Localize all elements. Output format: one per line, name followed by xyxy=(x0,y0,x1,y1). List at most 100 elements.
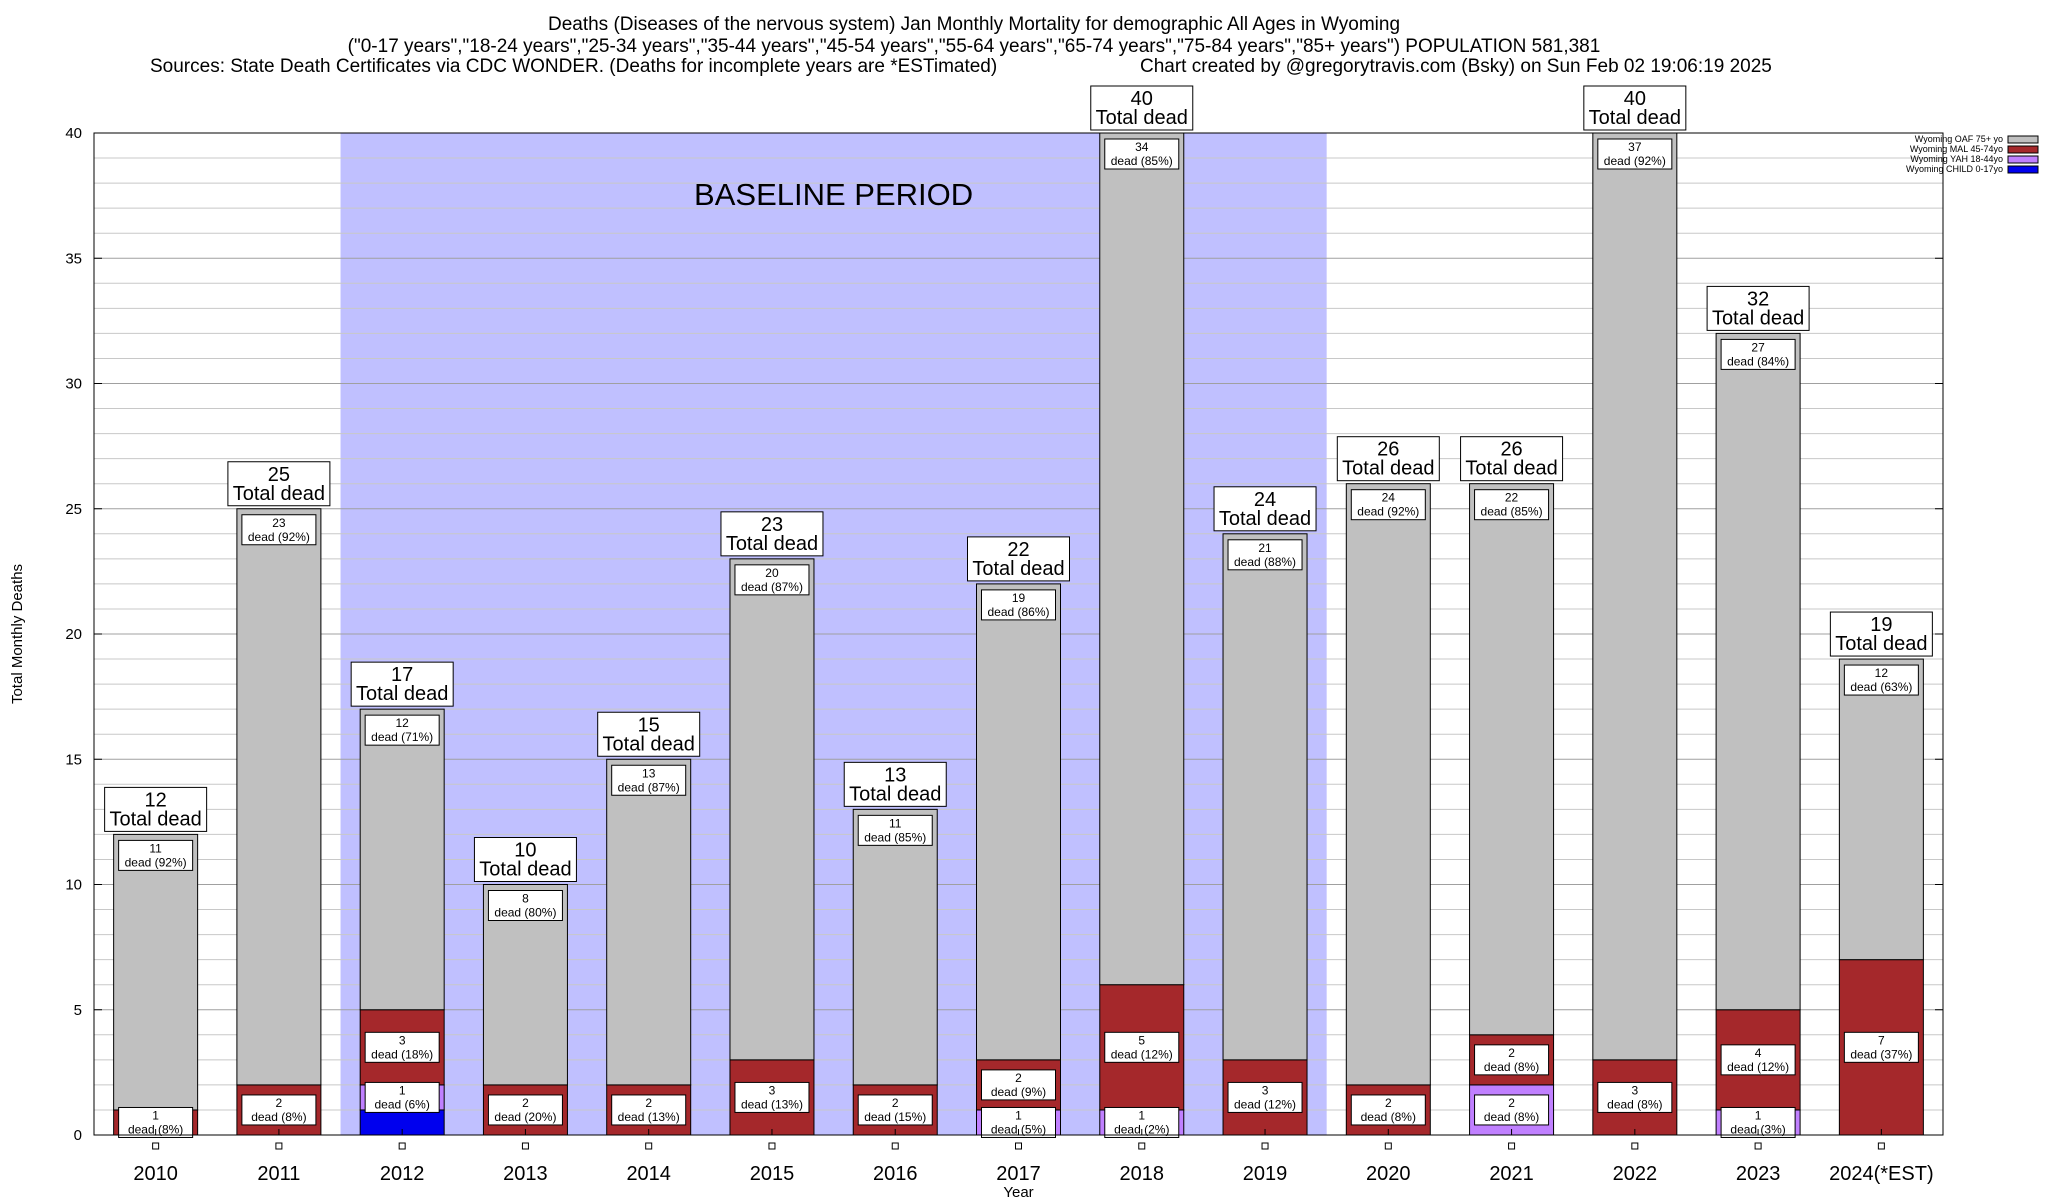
segment-label-box xyxy=(1350,1094,1426,1126)
total-label-box xyxy=(350,661,454,707)
segment-label-box xyxy=(118,839,194,871)
segment-label: 11 xyxy=(889,816,902,830)
segment-label: 7 xyxy=(1878,1033,1885,1047)
base-marker xyxy=(1261,1142,1269,1150)
title-line-2: ("0-17 years","18-24 years","25-34 years… xyxy=(348,36,1601,57)
segment-label-box xyxy=(981,1069,1056,1101)
total-label-box xyxy=(597,711,701,757)
segment-label: dead (8%) xyxy=(1607,1097,1662,1111)
bar-segment xyxy=(359,708,445,1011)
segment-label: 3 xyxy=(1262,1083,1269,1097)
segment-label: dead (37%) xyxy=(1850,1047,1912,1061)
title-line-3-credit: Chart created by @gregorytravis.com (Bsk… xyxy=(1140,56,1772,77)
base-marker xyxy=(645,1142,653,1150)
segment-label-box xyxy=(1843,1031,1919,1063)
segment-label: dead (63%) xyxy=(1850,680,1912,694)
total-label-text: Total dead xyxy=(1096,107,1188,129)
bar-segment xyxy=(606,758,692,1086)
bar-segment xyxy=(1592,132,1678,1061)
total-label-text: Total dead xyxy=(109,808,201,830)
segment-label: 8 xyxy=(522,892,529,906)
x-tick-label: 2014 xyxy=(626,1163,671,1185)
total-label-text: Total dead xyxy=(1712,307,1804,329)
segment-label-box xyxy=(734,1081,810,1113)
segment-label: 3 xyxy=(769,1083,776,1097)
segment-label: 20 xyxy=(765,566,779,580)
segment-label: 12 xyxy=(1875,666,1889,680)
segment-label: dead (85%) xyxy=(1111,154,1173,168)
segment-label: dead (71%) xyxy=(371,730,433,744)
segment-label: dead (9%) xyxy=(991,1085,1046,1099)
total-value: 26 xyxy=(1377,439,1399,461)
base-marker xyxy=(1877,1142,1885,1150)
segment-label: 27 xyxy=(1751,340,1765,354)
segment-label: dead (88%) xyxy=(1234,555,1296,569)
bar-segment xyxy=(1099,132,1185,986)
segment-label-box xyxy=(1227,539,1303,571)
total-value: 25 xyxy=(268,464,290,486)
legend-label: Wyoming YAH 18-44yo xyxy=(1910,154,2003,164)
x-tick-label: 2010 xyxy=(133,1163,178,1185)
segment-label: dead (92%) xyxy=(1357,505,1419,519)
base-marker xyxy=(521,1142,529,1150)
segment-label-box xyxy=(857,814,933,846)
total-label-text: Total dead xyxy=(479,859,571,881)
segment-label: dead (85%) xyxy=(1481,505,1543,519)
title-line-3-sources: Sources: State Death Certificates via CD… xyxy=(150,56,997,77)
x-tick-label: 2022 xyxy=(1613,1163,1658,1185)
x-tick-label: 2013 xyxy=(503,1163,548,1185)
segment-label-box xyxy=(364,714,440,746)
segment-label: dead (20%) xyxy=(494,1110,556,1124)
total-label-box xyxy=(1583,85,1687,131)
total-label-box xyxy=(1706,285,1810,331)
title-line-1: Deaths (Diseases of the nervous system) … xyxy=(548,14,1400,35)
segment-label: 2 xyxy=(645,1096,652,1110)
segment-label: 37 xyxy=(1628,140,1642,154)
segment-label: dead (86%) xyxy=(987,605,1049,619)
segment-label-box xyxy=(1720,338,1796,370)
x-tick-label: 2018 xyxy=(1120,1163,1165,1185)
total-label-box xyxy=(1460,436,1564,482)
segment-label: 24 xyxy=(1382,491,1396,505)
segment-label-box xyxy=(611,764,687,796)
y-tick-label: 5 xyxy=(74,1002,82,1019)
base-marker xyxy=(768,1142,776,1150)
bar-segment xyxy=(1222,533,1308,1061)
legend-swatch xyxy=(2007,165,2039,174)
x-tick-label: 2017 xyxy=(996,1163,1041,1185)
y-tick-label: 20 xyxy=(65,626,82,643)
segment-label: dead (12%) xyxy=(1111,1047,1173,1061)
total-label-text: Total dead xyxy=(972,558,1064,580)
segment-label: dead (84%) xyxy=(1727,354,1789,368)
segment-label: 34 xyxy=(1135,140,1149,154)
total-value: 32 xyxy=(1747,288,1769,310)
base-marker xyxy=(1631,1142,1639,1150)
total-label-box xyxy=(227,461,331,507)
total-value: 12 xyxy=(145,789,167,811)
bar-segment xyxy=(1715,332,1801,1011)
segment-label: 1 xyxy=(1015,1108,1022,1122)
total-value: 22 xyxy=(1007,539,1029,561)
segment-label: 2 xyxy=(522,1096,529,1110)
segment-label-box xyxy=(1720,1044,1796,1076)
segment-label-box xyxy=(611,1094,687,1126)
base-marker xyxy=(152,1142,160,1150)
segment-label-box xyxy=(364,1081,440,1113)
total-label-text: Total dead xyxy=(356,683,448,705)
base-marker xyxy=(275,1142,283,1150)
base-marker xyxy=(398,1142,406,1150)
bar-segment xyxy=(113,833,199,1111)
legend-label: Wyoming CHILD 0-17yo xyxy=(1906,164,2003,174)
segment-label: dead (18%) xyxy=(371,1047,433,1061)
total-value: 26 xyxy=(1500,439,1522,461)
segment-label: dead (13%) xyxy=(618,1110,680,1124)
total-value: 23 xyxy=(761,514,783,536)
segment-label-box xyxy=(241,1094,317,1126)
base-marker xyxy=(1384,1142,1392,1150)
segment-label-box xyxy=(1104,138,1180,170)
segment-label: 2 xyxy=(276,1096,283,1110)
total-label-box xyxy=(1090,85,1194,131)
segment-label-box xyxy=(487,890,563,921)
